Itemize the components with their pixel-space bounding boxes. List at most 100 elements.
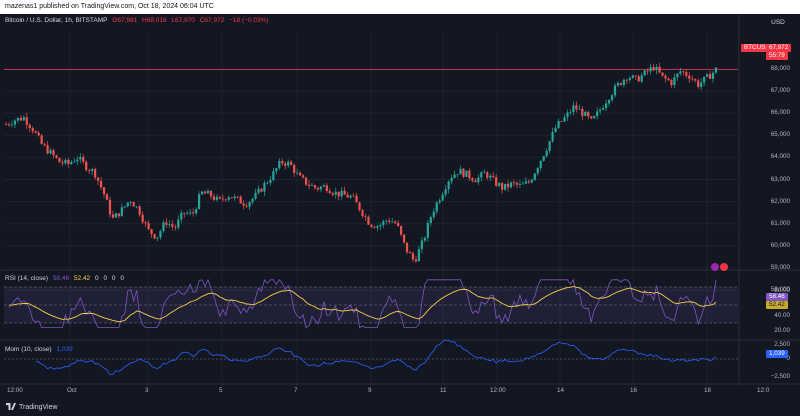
candle-body — [447, 181, 450, 190]
candle-body — [34, 131, 37, 133]
candle-body — [622, 79, 626, 85]
candle-body — [691, 78, 694, 80]
price-axis-label: 67,000 — [770, 87, 790, 95]
candle-body — [705, 74, 709, 77]
candle-body — [569, 112, 572, 113]
candle-body — [521, 183, 525, 185]
candle-body — [52, 150, 55, 156]
candle-body — [40, 135, 43, 144]
candle-body — [61, 162, 64, 164]
candle-body — [343, 190, 346, 195]
candle-body — [402, 234, 406, 243]
event-badges[interactable] — [711, 258, 729, 276]
rsi-ma-tag: 52.42 — [766, 301, 788, 309]
candle-body — [275, 168, 278, 172]
last-price-tag: 67,972 — [766, 44, 792, 52]
candle-body — [575, 105, 578, 110]
mom-axis-bottom: −2,500 — [770, 373, 790, 380]
flag-badge-icon[interactable] — [720, 263, 728, 271]
candle-body — [278, 160, 281, 169]
candle-body — [215, 196, 219, 200]
candle-body — [227, 197, 230, 200]
candle-body — [73, 161, 76, 163]
candle-body — [141, 214, 144, 223]
candle-body — [610, 95, 614, 101]
time-label: 12:0 — [757, 387, 770, 394]
candle-body — [667, 78, 670, 81]
candle-body — [79, 157, 82, 160]
candle-body — [313, 185, 317, 188]
candle-body — [649, 67, 652, 72]
candle-body — [468, 170, 471, 179]
publish-banner: mazenas1 published on TradingView.com, O… — [0, 0, 800, 14]
candle-body — [489, 175, 492, 178]
mom-axis-top: 2,500 — [774, 341, 790, 348]
price-axis-label: 61,000 — [770, 219, 790, 227]
candle-body — [616, 82, 620, 86]
mom-value: 1,039 — [56, 346, 73, 353]
candle-body — [607, 100, 611, 104]
rsi-axis-40: 40.00 — [774, 312, 790, 319]
candle-body — [43, 143, 46, 146]
candle-body — [584, 111, 587, 116]
candle-body — [539, 160, 542, 169]
candle-body — [272, 171, 275, 181]
price-axis-label: 62,000 — [770, 197, 790, 205]
candle-body — [96, 177, 100, 181]
symbol-legend[interactable]: Bitcoin / U.S. Dollar, 1h, BITSTAMP O67,… — [5, 17, 272, 24]
candle-body — [310, 185, 314, 186]
ohlc-high: H68,016 — [142, 17, 167, 24]
candle-body — [450, 177, 453, 182]
time-label: 12:00 — [490, 387, 506, 394]
candle-body — [533, 173, 536, 181]
candle-body — [379, 225, 382, 227]
candle-body — [91, 169, 94, 171]
candle-body — [349, 195, 352, 198]
candle-body — [180, 212, 183, 220]
mom-legend[interactable]: Mom (10, close) 1,039 — [5, 346, 76, 353]
candle-body — [694, 79, 697, 81]
candle-body — [652, 67, 655, 71]
rsi-extra-3: 0 — [111, 275, 116, 282]
candle-body — [319, 186, 322, 190]
candle-body — [135, 206, 138, 208]
tradingview-brand: TradingView — [19, 404, 58, 411]
candle-body — [685, 72, 688, 76]
tradingview-logo[interactable]: TradingView — [6, 403, 58, 411]
candle-body — [293, 164, 296, 174]
candle-body — [159, 231, 162, 238]
price-axis-label: 65,000 — [770, 131, 790, 139]
candle-body — [364, 216, 367, 217]
candle-body — [518, 183, 522, 185]
tradingview-logo-icon — [6, 403, 16, 410]
candle-body — [144, 222, 147, 224]
candle-body — [67, 159, 70, 164]
currency-button[interactable]: USD — [771, 19, 785, 26]
candle-body — [88, 170, 91, 171]
candle-body — [328, 190, 331, 194]
chart-canvas[interactable] — [0, 14, 800, 400]
candle-body — [397, 223, 400, 227]
candle-body — [429, 217, 432, 223]
rsi-axis-20: 20.00 — [774, 327, 790, 334]
candle-body — [643, 70, 646, 76]
footer — [0, 400, 800, 416]
candle-body — [676, 73, 679, 78]
event-badge-icon[interactable] — [711, 263, 719, 271]
candle-body — [640, 75, 643, 82]
mom-line — [35, 339, 717, 376]
ohlc-open: O67,981 — [112, 17, 138, 24]
candle-body — [471, 178, 474, 181]
rsi-legend[interactable]: RSI (14, close) 58.46 52.42 0 0 0 0 — [5, 275, 127, 282]
candle-body — [221, 198, 224, 200]
candle-body — [28, 124, 31, 129]
candle-body — [248, 202, 251, 207]
candle-body — [361, 210, 364, 217]
candle-body — [673, 77, 676, 85]
candle-body — [162, 222, 165, 232]
time-label: 14 — [557, 387, 565, 394]
candle-body — [503, 183, 507, 190]
candle-body — [515, 182, 519, 185]
candle-body — [195, 208, 198, 214]
candle-body — [682, 71, 685, 73]
